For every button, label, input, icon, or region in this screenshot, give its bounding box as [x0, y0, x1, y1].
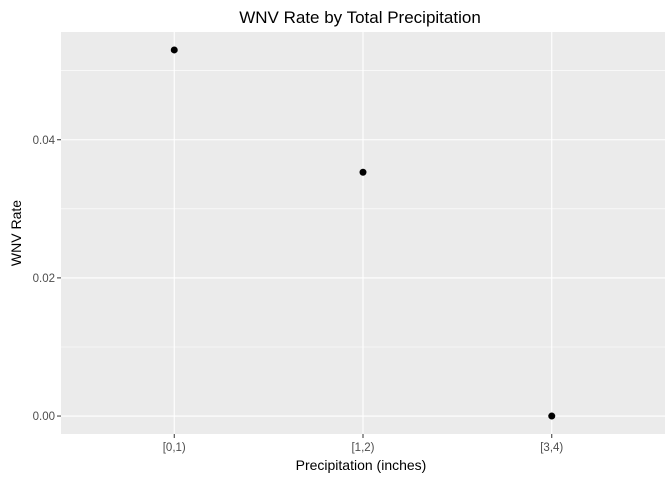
major-gridlines [61, 32, 665, 434]
data-point-3-4 [548, 412, 556, 420]
x-axis: [0,1) [1,2) [3,4) [163, 434, 563, 454]
data-point-0-1 [170, 46, 178, 54]
x-tick-label: [3,4) [540, 442, 563, 454]
data-point-1-2 [359, 168, 367, 176]
data-points [170, 46, 556, 420]
x-tick-label: [1,2) [351, 442, 374, 454]
y-axis: 0.00 0.02 0.04 [33, 135, 61, 423]
y-tick-label: 0.02 [33, 273, 55, 285]
chart-title: WNV Rate by Total Precipitation [239, 8, 481, 27]
y-tick-label: 0.04 [33, 135, 56, 147]
y-axis-title: WNV Rate [8, 200, 24, 266]
x-axis-title: Precipitation (inches) [296, 457, 427, 473]
x-tick-label: [0,1) [163, 442, 186, 454]
y-tick-label: 0.00 [33, 411, 55, 423]
